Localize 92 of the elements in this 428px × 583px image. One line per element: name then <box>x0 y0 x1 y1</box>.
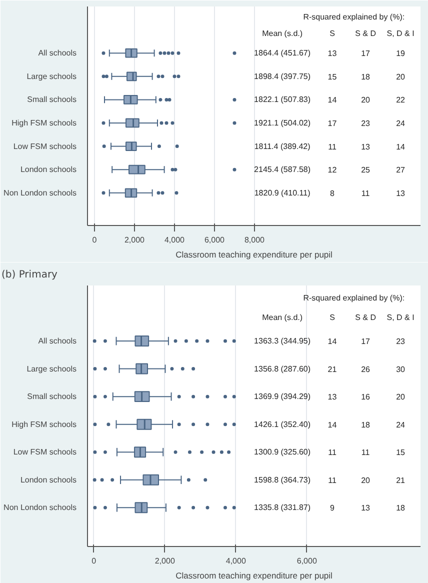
x-axis-title: Classroom teaching expenditure per pupil <box>176 570 333 580</box>
text: S, D & I <box>386 312 414 322</box>
x-tick-label: 4,000 <box>226 556 246 566</box>
x-tick-label: 8,000 <box>244 236 266 244</box>
text: R-squared explained by (%): <box>303 12 405 22</box>
annotation: 13 <box>328 49 338 58</box>
annotation: 13 <box>396 188 406 198</box>
annotation: 1822.1 (507.83) <box>254 95 311 104</box>
x-tick-label: 2,000 <box>154 556 176 566</box>
y-tick-label: London schools <box>20 165 77 174</box>
annotation: 1921.1 (504.02) <box>254 118 311 128</box>
annotation: 21 <box>328 364 338 374</box>
y-tick-label: Non London schools <box>4 188 77 198</box>
annotation: 20 <box>361 96 371 105</box>
annotation: 21 <box>396 476 406 485</box>
y-tick-label: London schools <box>20 475 77 484</box>
y-tick-label: High FSM schools <box>12 118 77 128</box>
annotation: 11 <box>361 188 370 198</box>
annotation: 1369.9 (394.29) <box>254 392 311 402</box>
x-tick-label: 4,000 <box>164 236 186 244</box>
text: Mean (s.d.) <box>262 312 303 322</box>
x-tick-label: 6,000 <box>204 236 226 244</box>
annotation: 23 <box>361 118 371 128</box>
annotation: 8 <box>330 188 336 198</box>
annotation: 24 <box>396 420 406 430</box>
annotation: 30 <box>396 364 406 374</box>
annotation: 1898.4 (397.75) <box>254 72 311 81</box>
annotation: 1820.9 (410.11) <box>254 188 311 198</box>
annotation: 18 <box>361 72 371 82</box>
annotation: 25 <box>361 166 371 175</box>
annotation: 11 <box>361 448 370 458</box>
annotation: 1300.9 (325.60) <box>254 448 311 457</box>
annotation: 26 <box>361 364 371 374</box>
y-tick-label: Small schools <box>27 392 77 402</box>
annotation: 1598.8 (364.73) <box>254 475 311 484</box>
annotation: 11 <box>328 448 337 458</box>
annotation: 20 <box>396 72 406 82</box>
annotation: 15 <box>328 72 338 82</box>
annotation: 13 <box>361 142 371 152</box>
annotation: 14 <box>396 142 406 152</box>
annotation: 27 <box>396 166 406 175</box>
text: Mean (s.d.) <box>262 28 303 38</box>
text: S <box>330 28 335 38</box>
annotation: 20 <box>361 476 371 485</box>
annotation: 18 <box>396 504 406 513</box>
annotation: 1356.8 (287.60) <box>254 364 311 374</box>
y-tick-label: Large schools <box>26 72 77 81</box>
annotation: 14 <box>328 337 338 346</box>
annotation: 12 <box>328 166 338 175</box>
annotation: 1426.1 (352.40) <box>254 420 311 429</box>
text: S, D & I <box>386 28 414 38</box>
y-tick-label: Non London schools <box>4 503 77 512</box>
annotation: 16 <box>361 392 371 402</box>
annotation: 14 <box>328 96 338 105</box>
annotation: 14 <box>328 420 338 430</box>
annotation: 22 <box>396 96 406 105</box>
annotation: 15 <box>396 448 406 458</box>
text: S <box>330 312 335 322</box>
x-tick-label: 0 <box>92 236 98 244</box>
x-tick-label: 6,000 <box>296 556 318 566</box>
annotation: 20 <box>396 392 406 402</box>
x-tick-label: 0 <box>92 556 97 566</box>
annotation: 24 <box>396 118 406 128</box>
text: R-squared explained by (%): <box>303 293 405 302</box>
annotation: 17 <box>328 118 338 128</box>
annotation: 18 <box>361 420 371 430</box>
annotation: 1811.4 (389.42) <box>254 142 311 151</box>
annotation: 11 <box>328 142 337 152</box>
annotation: 9 <box>330 504 336 513</box>
annotation: 1864.4 (451.67) <box>254 48 311 58</box>
x-tick-label: 2,000 <box>124 236 146 244</box>
y-tick-label: Low FSM schools <box>13 448 77 457</box>
y-tick-label: All schools <box>38 48 77 58</box>
y-tick-label: Low FSM schools <box>13 142 77 151</box>
annotation: 1363.3 (344.95) <box>254 336 311 346</box>
annotation: 11 <box>328 476 337 485</box>
text: S & D <box>355 28 376 38</box>
annotation: 13 <box>328 392 338 402</box>
annotation: 17 <box>361 337 371 346</box>
y-tick-label: High FSM schools <box>12 420 77 429</box>
text: S & D <box>355 312 376 322</box>
annotation: 1335.8 (331.87) <box>254 503 311 512</box>
annotation: 19 <box>396 49 406 58</box>
annotation: 13 <box>361 504 371 513</box>
annotation: 2145.4 (587.58) <box>254 165 311 174</box>
x-axis-title: Classroom teaching expenditure per pupil <box>176 250 333 260</box>
y-tick-label: Large schools <box>26 364 77 374</box>
y-tick-label: Small schools <box>27 95 77 104</box>
annotation: 17 <box>361 49 371 58</box>
chart-title: (b) Primary <box>2 270 58 280</box>
annotation: 23 <box>396 337 406 346</box>
y-tick-label: All schools <box>38 336 77 346</box>
